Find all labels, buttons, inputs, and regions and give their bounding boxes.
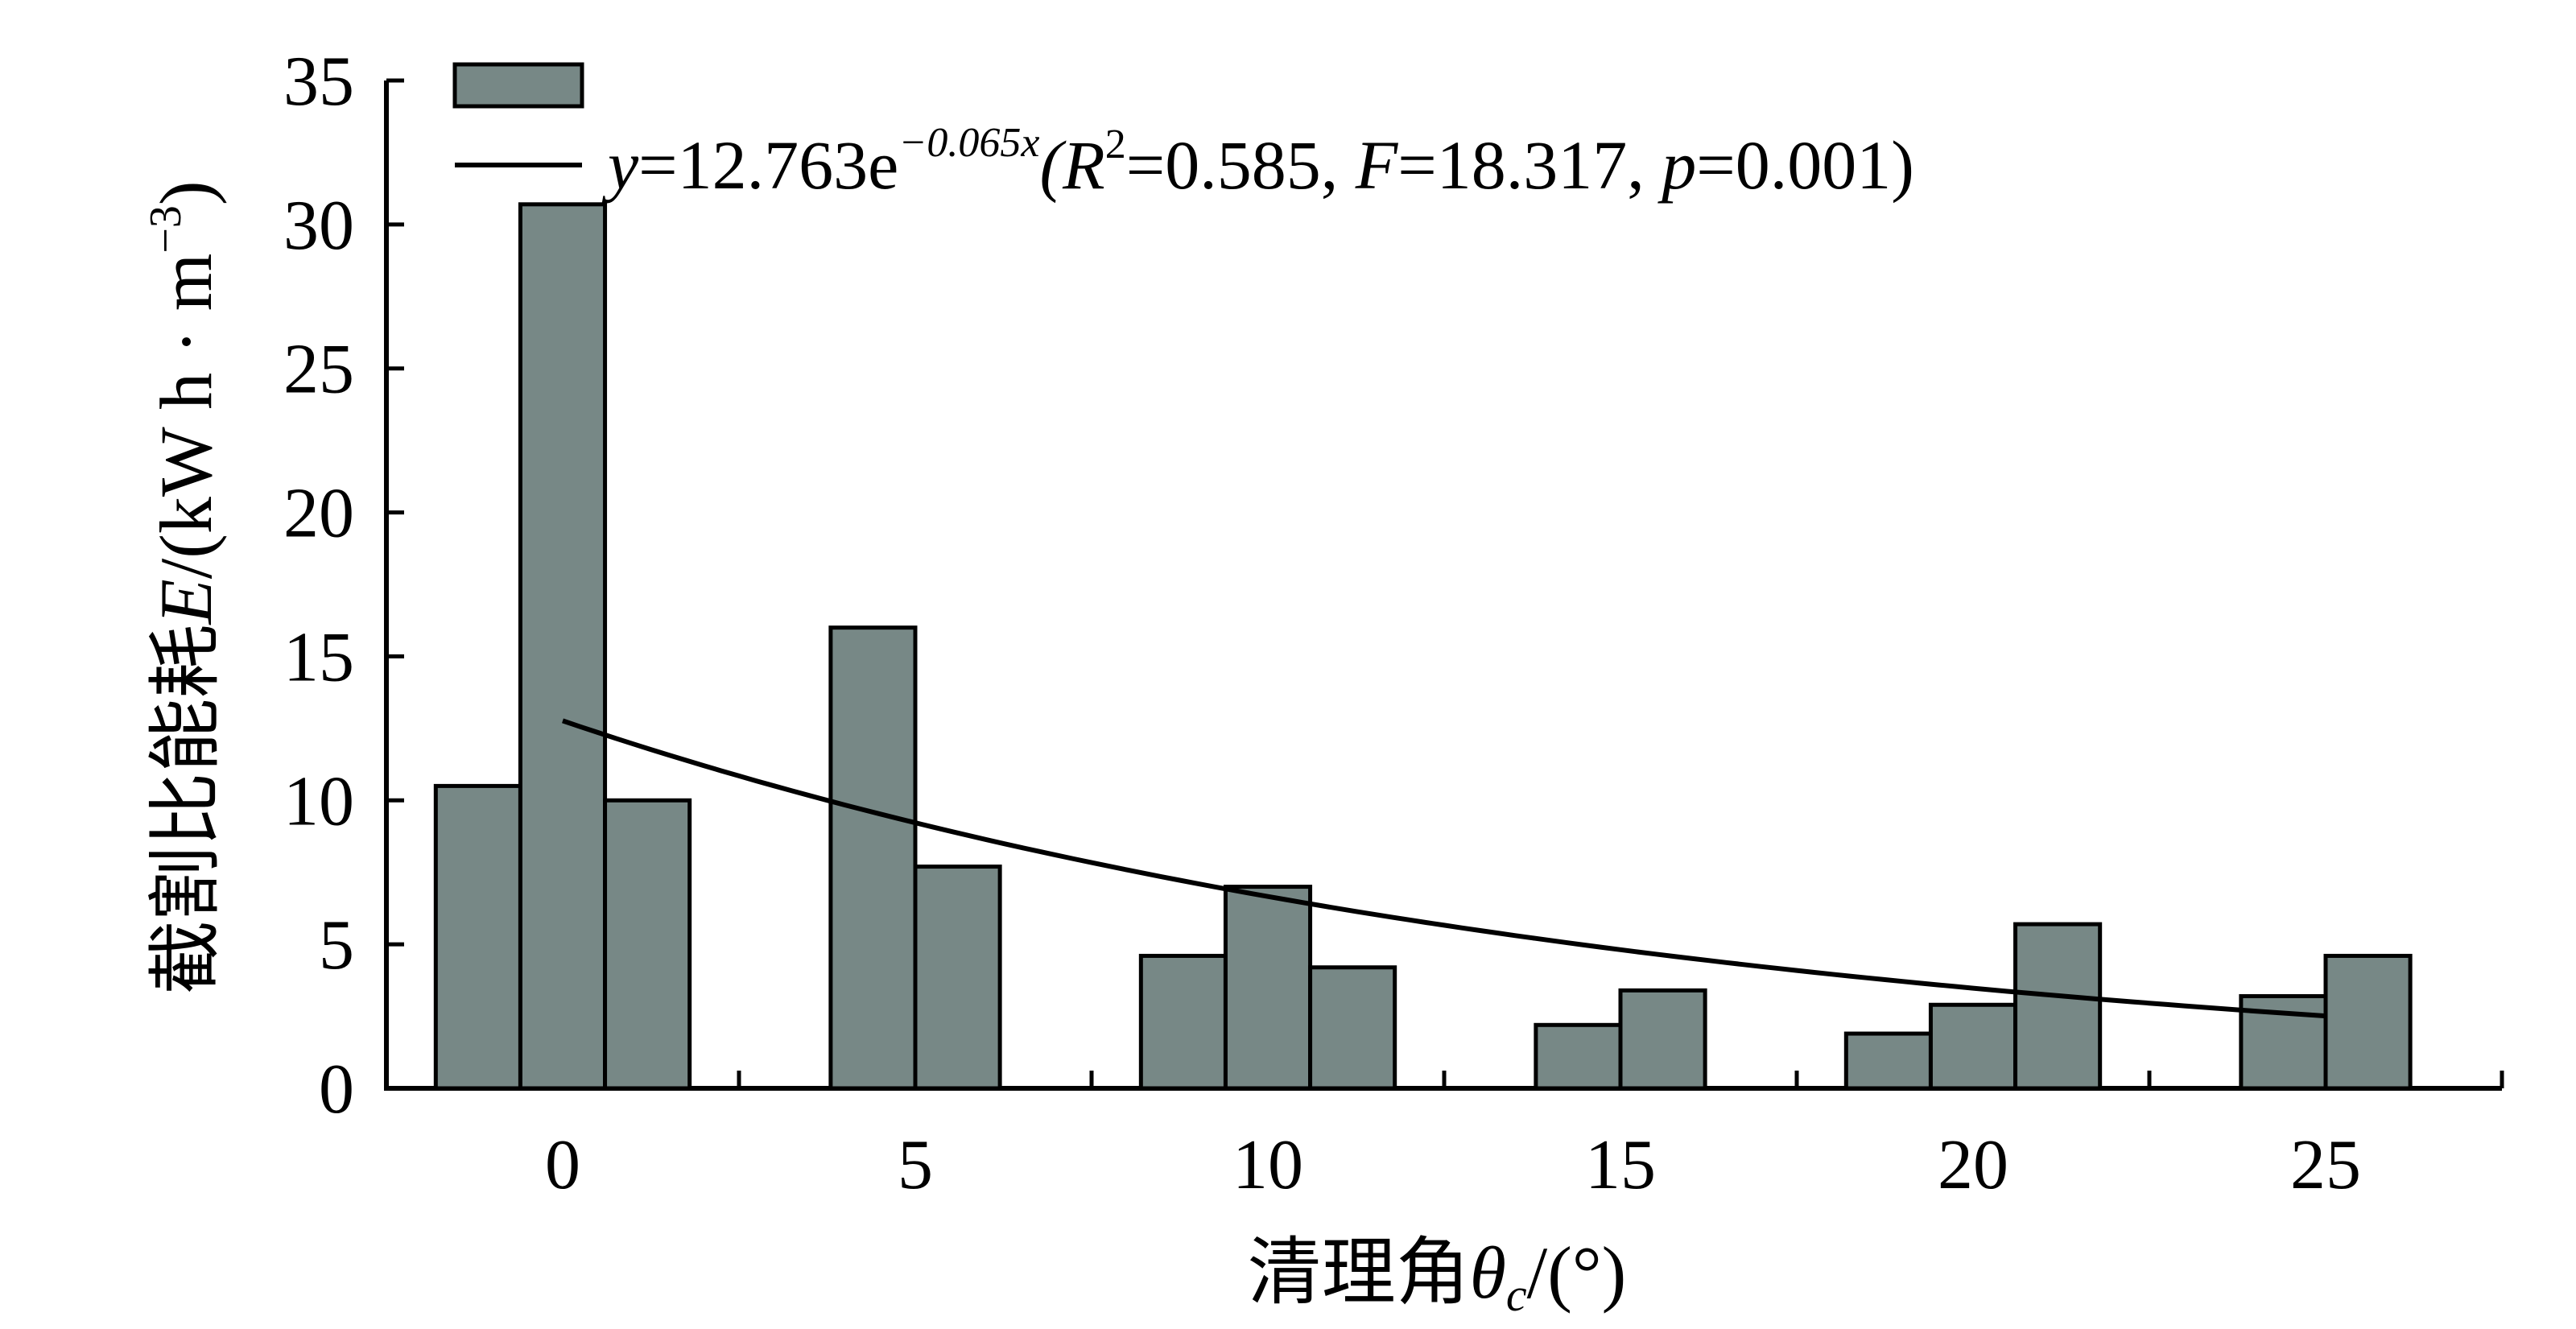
- y-label-prefix: 截割比能耗: [145, 625, 227, 995]
- legend-eq: =12.763e: [638, 126, 898, 204]
- x-label-prefix: 清理角: [1248, 1232, 1470, 1314]
- bar: [518, 202, 608, 1091]
- y-tick-label: 20: [283, 475, 354, 553]
- bar: [2013, 922, 2103, 1091]
- y-tick-label: 0: [319, 1050, 354, 1129]
- legend-p: p: [1657, 126, 1696, 204]
- legend-sup2: 2: [1105, 122, 1126, 167]
- legend-y: y: [601, 126, 639, 204]
- bar: [913, 865, 1002, 1091]
- bar: [1928, 1002, 2018, 1091]
- bar: [603, 798, 692, 1091]
- bars: [433, 202, 2413, 1091]
- legend-exp-text: −0.065x: [898, 120, 1039, 166]
- legend-fit-label: y=12.763e−0.065x(R2=0.585, F=18.317, p=0…: [601, 120, 1914, 204]
- y-label-symbol: E: [145, 579, 227, 625]
- x-tick-label: 0: [545, 1126, 580, 1204]
- y-label-unit: /(kW h · m: [145, 254, 227, 580]
- x-tick-label: 15: [1585, 1126, 1656, 1204]
- bar: [1138, 953, 1228, 1091]
- y-axis-label: 截割比能耗E/(kW h · m−3): [141, 180, 227, 994]
- x-tick-label: 25: [2290, 1126, 2361, 1204]
- legend-exp: −0.065x: [898, 120, 1039, 166]
- y-tick-label: 25: [283, 331, 354, 409]
- y-tick-label: 35: [283, 43, 354, 121]
- y-label-close: ): [145, 180, 227, 205]
- legend-r2: =0.585,: [1126, 126, 1356, 204]
- y-tick-label: 30: [283, 187, 354, 265]
- bar: [433, 783, 522, 1091]
- legend-F: F: [1355, 126, 1399, 204]
- legend-open: (R: [1040, 126, 1105, 204]
- y-tick-label: 10: [283, 762, 354, 840]
- bar: [1534, 1022, 1623, 1091]
- y-tick-label: 15: [283, 618, 354, 696]
- x-tick-label: 5: [898, 1126, 933, 1204]
- legend-pval: =0.001): [1696, 126, 1914, 204]
- x-ticks: 0 5 10 15 20 25: [545, 1071, 2504, 1204]
- x-label-symbol: θ: [1470, 1232, 1506, 1314]
- y-ticks: 0 5 10 15 20 25 30 35: [283, 43, 404, 1129]
- bar: [1843, 1031, 1933, 1091]
- bar: [1618, 988, 1707, 1091]
- bar: [828, 625, 918, 1091]
- legend: y=12.763e−0.065x(R2=0.585, F=18.317, p=0…: [452, 62, 1914, 204]
- legend-R: (R: [1040, 126, 1105, 204]
- x-label-suffix: /(°): [1527, 1232, 1627, 1314]
- bar: [1308, 965, 1397, 1091]
- x-tick-label: 20: [1938, 1126, 2008, 1204]
- y-label-sup: −3: [141, 205, 191, 254]
- x-tick-label: 10: [1232, 1126, 1303, 1204]
- legend-fval: =18.317,: [1397, 126, 1662, 204]
- x-axis-label: 清理角θc/(°): [1248, 1232, 1627, 1321]
- legend-bar-swatch: [452, 62, 584, 109]
- fit-curve: [562, 718, 2326, 1019]
- x-label-subscript: c: [1506, 1269, 1527, 1321]
- bar: [2323, 953, 2413, 1091]
- y-tick-label: 5: [319, 906, 354, 984]
- bar: [1223, 885, 1313, 1091]
